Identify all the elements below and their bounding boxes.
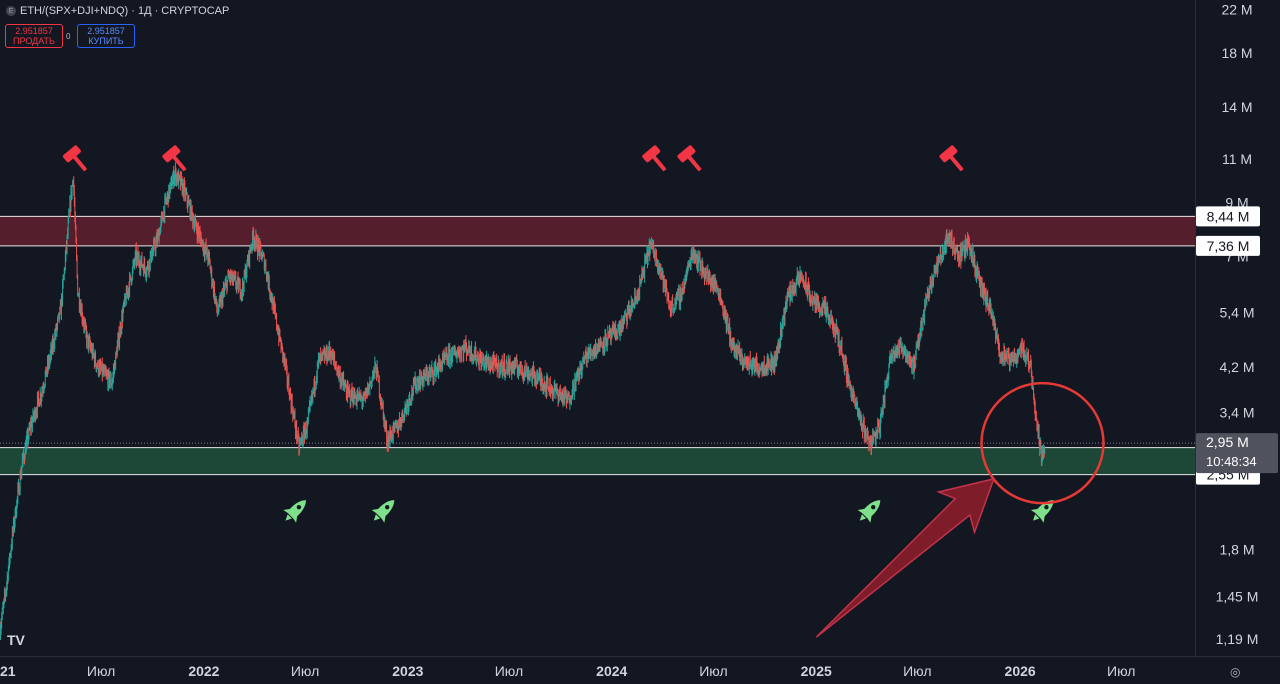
- support-zone: [0, 447, 1195, 475]
- rocket-icon: [1030, 500, 1054, 523]
- time-tick-label: Июл: [495, 663, 523, 679]
- time-tick-label: 2025: [801, 663, 832, 679]
- price-label-text: 7,36 M: [1207, 238, 1250, 254]
- sell-button[interactable]: 2.951857 ПРОДАТЬ: [5, 24, 63, 48]
- price-tick-label: 1,45 M: [1216, 588, 1259, 604]
- time-tick-label: 2024: [596, 663, 627, 679]
- price-tick-label: 18 M: [1221, 45, 1252, 61]
- hammer-icon: [62, 145, 87, 172]
- buy-price: 2.951857: [87, 26, 125, 36]
- price-tick-label: 1,8 M: [1219, 542, 1254, 558]
- price-label-box: [1196, 206, 1260, 227]
- current-price-label: 2,95 M: [1206, 434, 1249, 450]
- current-price-box: [1196, 433, 1278, 474]
- price-tick-label: 11 M: [1222, 151, 1252, 167]
- rocket-icon: [857, 500, 881, 523]
- trend-arrow: [815, 477, 996, 638]
- hammer-icon: [162, 145, 187, 172]
- price-tick-label: 1,19 M: [1216, 631, 1259, 647]
- symbol-title[interactable]: ETH/(SPX+DJI+NDQ) · 1Д · CRYPTOCAP: [20, 5, 230, 17]
- time-tick-label: Июл: [291, 663, 319, 679]
- sell-label: ПРОДАТЬ: [13, 36, 55, 46]
- time-tick-label: 2022: [188, 663, 219, 679]
- candles: [0, 162, 1046, 640]
- rocket-icon: [371, 500, 395, 523]
- price-label-box: [1196, 235, 1260, 256]
- price-tick-label: 22 M: [1221, 2, 1252, 18]
- hammer-icon: [642, 145, 667, 172]
- price-label-text: 8,44 M: [1207, 208, 1250, 224]
- price-tick-label: 3,4 M: [1219, 405, 1254, 421]
- spread-value: 0: [66, 32, 71, 41]
- time-tick-label: Июл: [903, 663, 931, 679]
- candle-timer: 10:48:34: [1206, 454, 1257, 469]
- hammer-icon: [939, 145, 964, 172]
- resistance-zone: [0, 216, 1195, 246]
- rocket-icon: [283, 500, 306, 523]
- eth-logo-icon: E: [6, 6, 16, 16]
- buy-button[interactable]: 2.951857 КУПИТЬ: [77, 24, 135, 48]
- time-tick-label: 2021: [0, 663, 16, 679]
- settings-icon[interactable]: ◎: [1230, 665, 1241, 679]
- sell-price: 2.951857: [15, 26, 53, 36]
- time-tick-label: 2023: [392, 663, 423, 679]
- price-tick-label: 5,4 M: [1219, 305, 1254, 321]
- tradingview-logo: TV: [7, 632, 25, 648]
- price-tick-label: 4,2 M: [1219, 359, 1254, 375]
- chart-annotations: [62, 145, 1105, 638]
- time-tick-label: Июл: [87, 663, 115, 679]
- time-tick-label: Июл: [1107, 663, 1135, 679]
- time-tick-label: 2026: [1005, 663, 1036, 679]
- symbol-header: E ETH/(SPX+DJI+NDQ) · 1Д · CRYPTOCAP: [6, 5, 229, 17]
- buy-label: КУПИТЬ: [88, 36, 124, 46]
- time-axis[interactable]: 2021 Июл 2022 Июл 2023 Июл 2024 Июл 2025 Июл 2026 И…: [0, 663, 1135, 679]
- price-tick-label: 14 M: [1221, 99, 1252, 115]
- hammer-icon: [677, 145, 702, 172]
- time-tick-label: Июл: [699, 663, 727, 679]
- price-axis[interactable]: 22 M18 M14 M11 M9 M7 M5,4 M4,2 M3,4 M1,8…: [0, 2, 1278, 647]
